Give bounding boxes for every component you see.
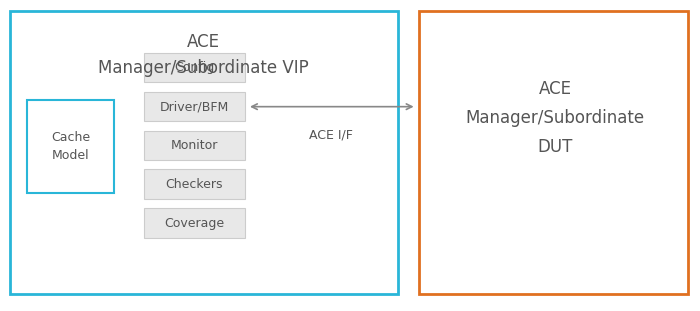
- Bar: [419, 11, 688, 294]
- Text: Cache
Model: Cache Model: [51, 131, 90, 162]
- Bar: [144, 53, 245, 82]
- Bar: [144, 131, 245, 160]
- Text: ACE
Manager/Subordinate VIP: ACE Manager/Subordinate VIP: [97, 33, 309, 77]
- Text: Coverage: Coverage: [164, 217, 224, 230]
- Text: Driver/BFM: Driver/BFM: [160, 100, 229, 113]
- Bar: [27, 100, 114, 193]
- Bar: [144, 208, 245, 238]
- Text: Checkers: Checkers: [165, 178, 223, 191]
- Text: Monitor: Monitor: [171, 139, 218, 152]
- Text: Config: Config: [174, 61, 214, 74]
- Bar: [144, 169, 245, 199]
- Bar: [144, 92, 245, 121]
- Text: ACE
Manager/Subordinate
DUT: ACE Manager/Subordinate DUT: [466, 80, 645, 156]
- Bar: [10, 11, 398, 294]
- Text: ACE I/F: ACE I/F: [309, 129, 353, 142]
